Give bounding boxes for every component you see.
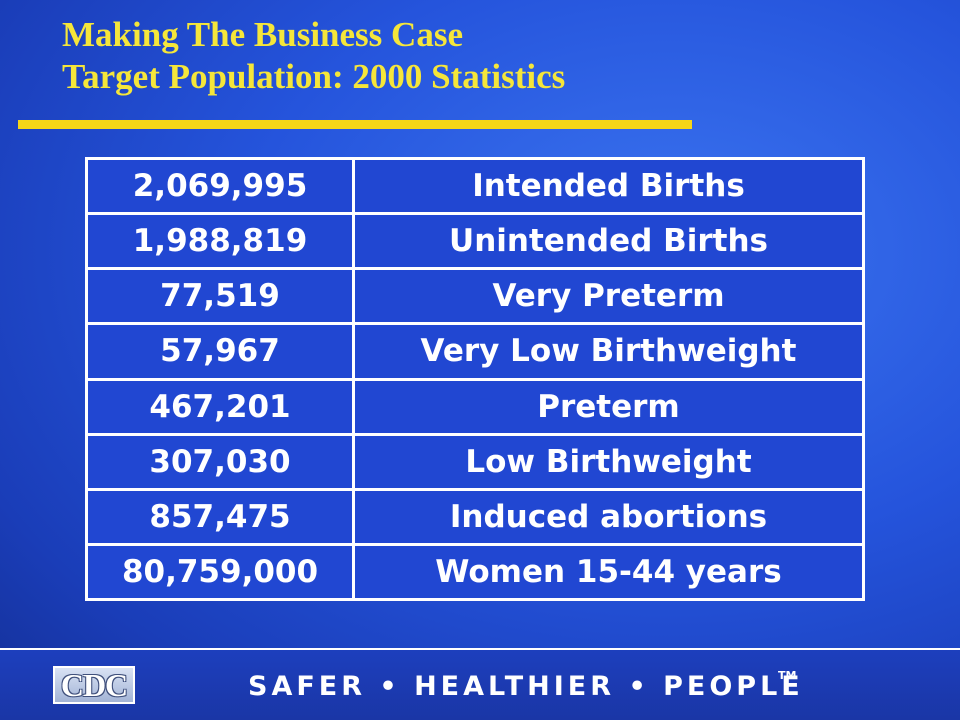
title-line-2: Target Population: 2000 Statistics xyxy=(62,57,566,96)
table-row: 80,759,000 Women 15-44 years xyxy=(85,542,865,602)
statistic-value: 57,967 xyxy=(85,322,355,381)
statistics-table: 2,069,995 Intended Births 1,988,819 Uninten… xyxy=(85,156,865,602)
statistic-value: 80,759,000 xyxy=(85,542,355,602)
tagline: SAFER • HEALTHIER • PEOPLE xyxy=(248,671,804,702)
statistic-label: Low Birthweight xyxy=(352,432,865,491)
table-row: 307,030 Low Birthweight xyxy=(85,432,865,491)
cdc-logo: CDC xyxy=(53,666,135,704)
statistic-value: 467,201 xyxy=(85,377,355,436)
statistic-value: 307,030 xyxy=(85,432,355,491)
statistic-label: Preterm xyxy=(352,377,865,436)
cdc-logo-text: CDC xyxy=(60,666,128,703)
footer-bar xyxy=(0,648,960,720)
title-line-1: Making The Business Case xyxy=(62,15,463,54)
statistic-label: Intended Births xyxy=(352,156,865,216)
table-row: 1,988,819 Unintended Births xyxy=(85,212,865,271)
table-row: 77,519 Very Preterm xyxy=(85,267,865,326)
statistic-label: Unintended Births xyxy=(352,212,865,271)
statistic-value: 2,069,995 xyxy=(85,156,355,216)
statistic-label: Induced abortions xyxy=(352,487,865,546)
table-row: 467,201 Preterm xyxy=(85,377,865,436)
statistic-value: 857,475 xyxy=(85,487,355,546)
statistic-label: Very Preterm xyxy=(352,267,865,326)
table-row: 57,967 Very Low Birthweight xyxy=(85,322,865,381)
table-row: 857,475 Induced abortions xyxy=(85,487,865,546)
table-row: 2,069,995 Intended Births xyxy=(85,156,865,216)
statistic-label: Very Low Birthweight xyxy=(352,322,865,381)
trademark-mark: TM xyxy=(778,669,797,682)
statistic-value: 1,988,819 xyxy=(85,212,355,271)
statistic-value: 77,519 xyxy=(85,267,355,326)
slide-title: Making The Business Case Target Populati… xyxy=(62,14,565,98)
statistic-label: Women 15-44 years xyxy=(352,542,865,602)
title-underline xyxy=(18,120,692,129)
